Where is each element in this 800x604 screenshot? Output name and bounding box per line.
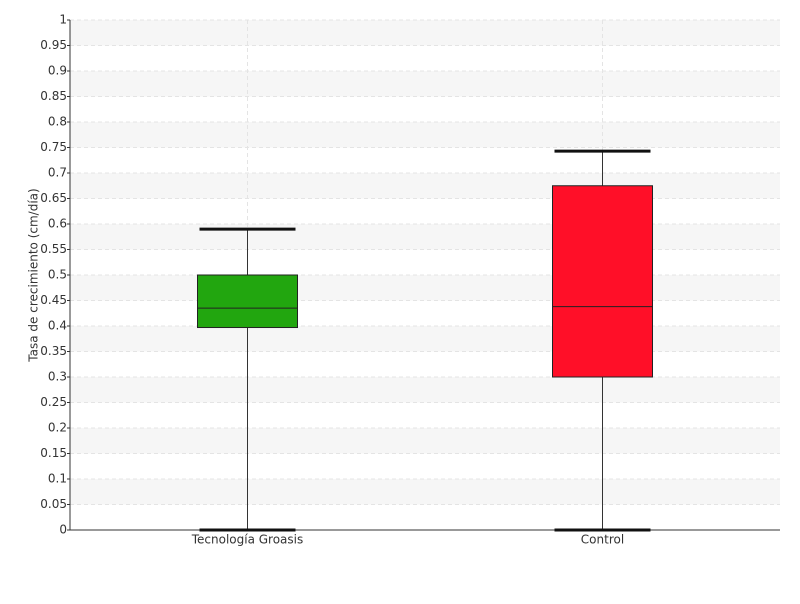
y-tick-label: 0.2 [48,421,67,435]
grid-band [70,326,780,352]
y-tick-label: 0.65 [40,191,67,205]
grid-band [70,479,780,505]
x-tick-label: Tecnología Groasis [191,533,304,547]
y-tick-label: 0.6 [48,217,67,231]
grid-band [70,428,780,454]
y-tick-label: 0.05 [40,497,67,511]
y-tick-label: 0.25 [40,395,67,409]
y-tick-label: 0.15 [40,446,67,460]
grid-band [70,377,780,403]
y-tick-label: 0.85 [40,89,67,103]
y-axis-label: Tasa de crecimiento (cm/día) [27,188,41,362]
box [552,185,653,378]
grid-band [70,224,780,250]
grid-band [70,275,780,301]
grid-band [70,173,780,199]
x-tick-label: Control [581,533,624,547]
y-tick-label: 0.8 [48,115,67,129]
y-tick-label: 0.9 [48,64,67,78]
y-tick-label: 0.7 [48,166,67,180]
y-tick-label: 0.3 [48,370,67,384]
y-tick-label: 0.5 [48,268,67,282]
y-tick-label: 0.4 [48,319,67,333]
y-tick-label: 0.1 [48,472,67,486]
y-tick-label: 0.55 [40,242,67,256]
y-tick-label: 0 [59,523,67,537]
y-tick-label: 0.75 [40,140,67,154]
grid-band [70,71,780,97]
grid-band [70,20,780,46]
box [197,274,298,329]
y-tick-label: 0.95 [40,38,67,52]
grid-band [70,122,780,148]
y-tick-label: 0.45 [40,293,67,307]
y-tick-label: 1 [59,13,67,27]
y-tick-label: 0.35 [40,344,67,358]
